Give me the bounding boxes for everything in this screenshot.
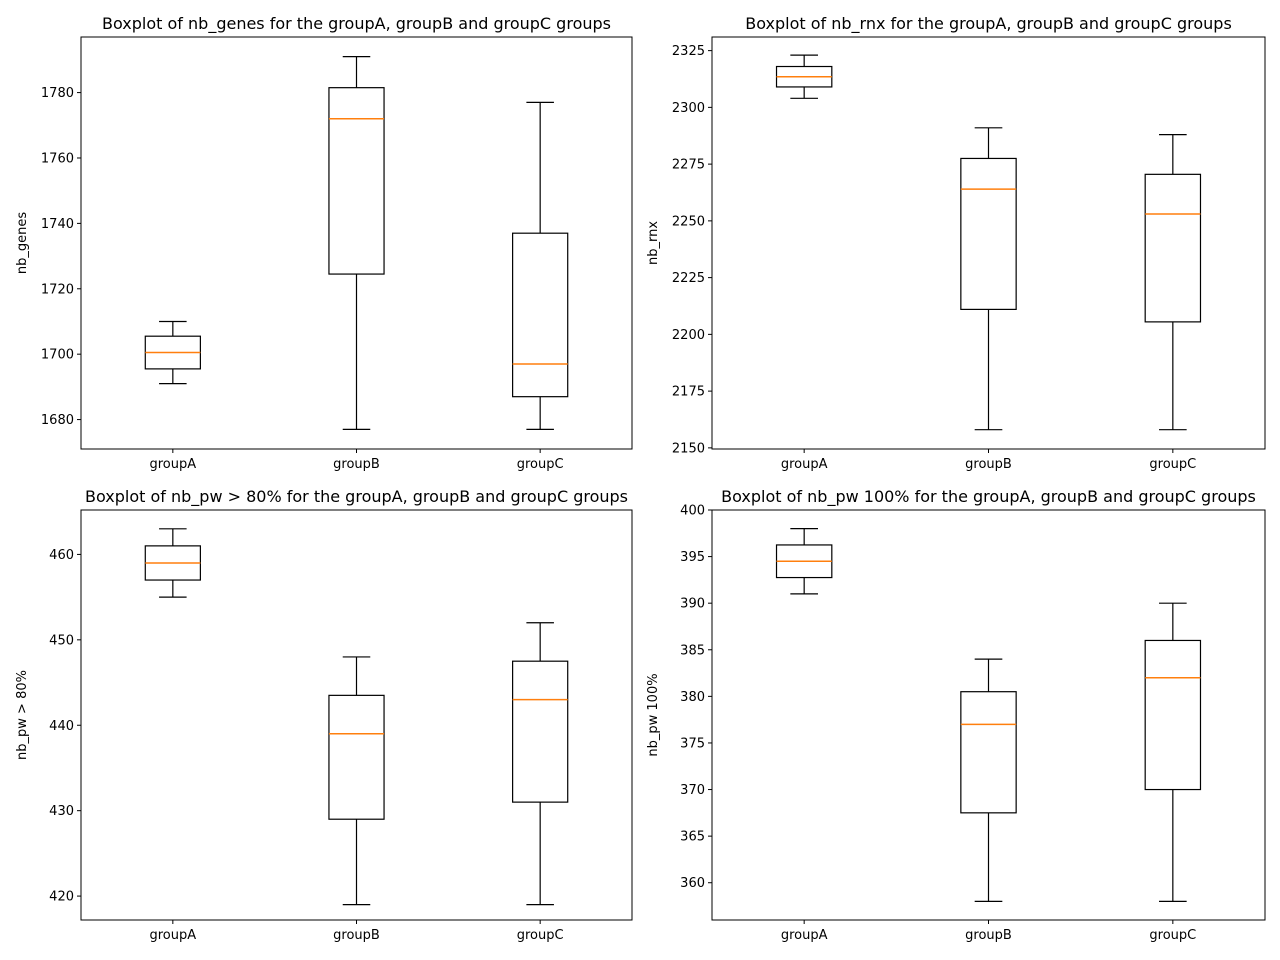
y-tick-label: 420 xyxy=(49,890,74,905)
y-tick-label: 380 xyxy=(680,690,705,705)
x-tick-label: groupB xyxy=(965,457,1012,472)
box-groupB xyxy=(328,656,385,906)
y-tick-label: 430 xyxy=(49,804,74,819)
iqr-box xyxy=(960,691,1017,814)
iqr-box xyxy=(328,87,385,275)
y-tick-label: 440 xyxy=(49,719,74,734)
y-tick-label: 2150 xyxy=(672,441,705,456)
y-tick-label: 1780 xyxy=(41,86,74,101)
y-tick-label: 2250 xyxy=(672,214,705,229)
y-axis-label: nb_pw 100% xyxy=(646,673,661,756)
plot-area xyxy=(80,36,633,450)
box-groupA xyxy=(775,528,833,595)
x-tick-label: groupA xyxy=(781,928,828,943)
y-tick-label: 1680 xyxy=(41,413,74,428)
x-tick-label: groupC xyxy=(1149,457,1196,472)
x-tick-label: groupC xyxy=(1149,928,1196,943)
chart-title: Boxplot of nb_pw 100% for the groupA, gr… xyxy=(721,487,1256,507)
y-tick-label: 2325 xyxy=(672,44,705,59)
chart-title: Boxplot of nb_genes for the groupA, grou… xyxy=(102,14,611,34)
y-tick-label: 460 xyxy=(49,548,74,563)
chart-panel-4: Boxplot of nb_pw 100% for the groupA, gr… xyxy=(646,487,1266,943)
box-groupA xyxy=(144,528,201,598)
box-groupC xyxy=(1144,134,1202,431)
x-tick-label: groupA xyxy=(781,457,828,472)
box-groupC xyxy=(512,622,569,906)
box-groupA xyxy=(775,54,833,99)
y-tick-label: 365 xyxy=(680,830,705,845)
box-groupB xyxy=(328,56,385,430)
y-tick-label: 1740 xyxy=(41,217,74,232)
box-groupB xyxy=(960,127,1017,431)
y-axis-label: nb_genes xyxy=(15,212,30,274)
y-tick-label: 1720 xyxy=(41,282,74,297)
chart-panel-1: Boxplot of nb_genes for the groupA, grou… xyxy=(15,14,633,472)
box-groupA xyxy=(144,320,201,385)
y-axis-label: nb_rnx xyxy=(646,221,661,265)
chart-panel-3: Boxplot of nb_pw > 80% for the groupA, g… xyxy=(15,487,633,943)
y-tick-label: 390 xyxy=(680,597,705,612)
plot-area xyxy=(711,509,1266,921)
y-axis-label: nb_pw > 80% xyxy=(15,670,30,760)
y-tick-label: 1700 xyxy=(41,348,74,363)
plot-area xyxy=(711,36,1266,450)
x-tick-label: groupA xyxy=(150,457,197,472)
plot-area xyxy=(80,509,633,921)
y-tick-label: 385 xyxy=(680,643,705,658)
iqr-box xyxy=(1144,173,1202,323)
iqr-box xyxy=(328,694,385,820)
box-groupC xyxy=(1144,602,1202,902)
y-tick-label: 2225 xyxy=(672,271,705,286)
y-tick-label: 1760 xyxy=(41,151,74,166)
iqr-box xyxy=(512,232,569,398)
y-tick-label: 2300 xyxy=(672,101,705,116)
iqr-box xyxy=(960,157,1017,310)
x-tick-label: groupB xyxy=(333,457,380,472)
box-groupB xyxy=(960,658,1017,902)
x-tick-label: groupB xyxy=(965,928,1012,943)
y-tick-label: 375 xyxy=(680,736,705,751)
y-tick-label: 395 xyxy=(680,550,705,565)
y-tick-label: 2175 xyxy=(672,385,705,400)
x-tick-label: groupB xyxy=(333,928,380,943)
chart-title: Boxplot of nb_pw > 80% for the groupA, g… xyxy=(85,487,628,507)
y-tick-label: 370 xyxy=(680,783,705,798)
chart-title: Boxplot of nb_rnx for the groupA, groupB… xyxy=(745,14,1232,34)
iqr-box xyxy=(512,660,569,803)
y-tick-label: 2200 xyxy=(672,328,705,343)
chart-panel-2: Boxplot of nb_rnx for the groupA, groupB… xyxy=(646,14,1266,472)
y-tick-label: 360 xyxy=(680,876,705,891)
x-tick-label: groupA xyxy=(150,928,197,943)
y-tick-label: 450 xyxy=(49,633,74,648)
iqr-box xyxy=(1144,639,1202,791)
x-tick-label: groupC xyxy=(517,457,564,472)
y-tick-label: 400 xyxy=(680,504,705,519)
box-groupC xyxy=(512,101,569,430)
x-tick-label: groupC xyxy=(517,928,564,943)
y-tick-label: 2275 xyxy=(672,158,705,173)
